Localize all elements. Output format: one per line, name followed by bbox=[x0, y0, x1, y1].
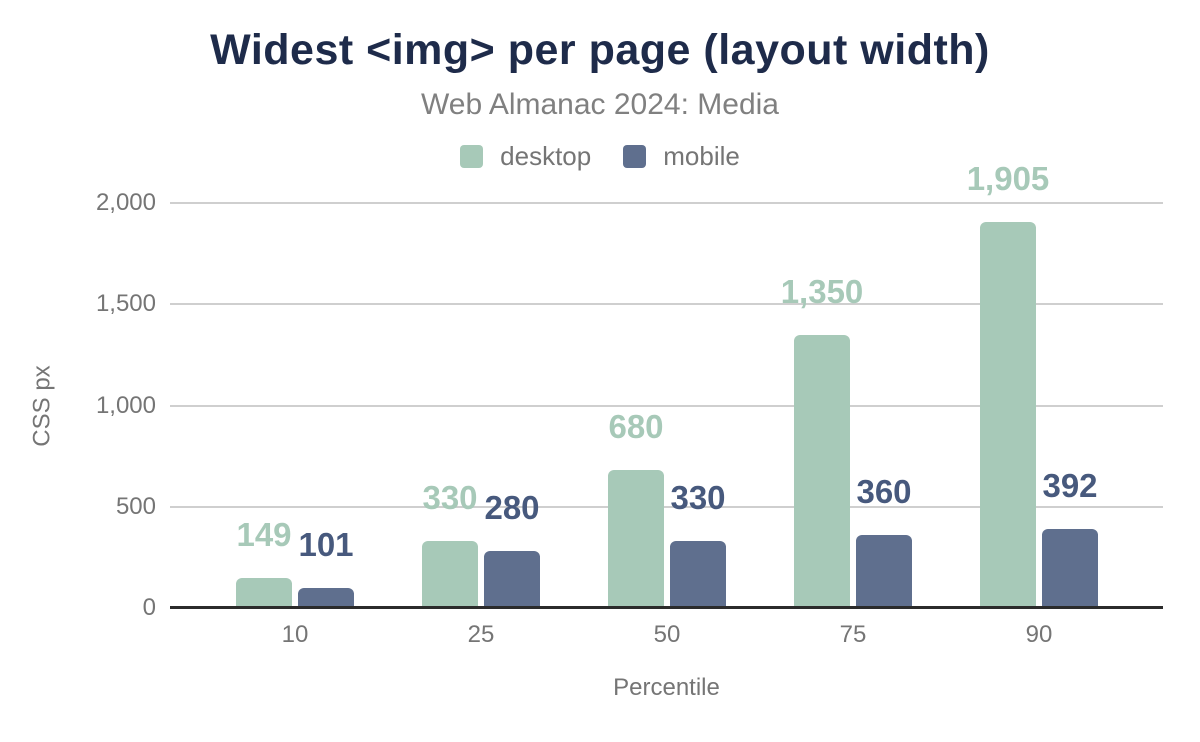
bar-desktop-p25 bbox=[422, 541, 478, 608]
y-tick-label-0: 0 bbox=[142, 594, 156, 621]
gridline-1500 bbox=[170, 303, 1163, 306]
legend-label-mobile: mobile bbox=[663, 141, 740, 171]
x-tick-label-25: 25 bbox=[467, 621, 495, 648]
bar-desktop-p10 bbox=[236, 577, 292, 608]
x-tick-label-50: 50 bbox=[653, 621, 681, 648]
value-label-desktop-p90: 1,905 bbox=[966, 160, 1050, 198]
bar-mobile-p90 bbox=[1042, 528, 1098, 608]
legend-swatch-mobile bbox=[623, 145, 647, 168]
y-tick-label-2000: 2,000 bbox=[95, 189, 156, 216]
value-label-desktop-p25: 330 bbox=[422, 479, 478, 517]
gridline-1000 bbox=[170, 404, 1163, 407]
bar-desktop-p75 bbox=[794, 334, 850, 608]
legend-swatch-desktop bbox=[460, 145, 484, 168]
gridline-500 bbox=[170, 505, 1163, 508]
y-tick-label-1000: 1,000 bbox=[95, 391, 156, 419]
plot-area: 0 500 1,000 1,500 2,000 149 101 10 330 280 25 680 33… bbox=[96, 160, 1163, 648]
legend: desktop mobile bbox=[0, 141, 1200, 172]
bar-mobile-p10 bbox=[298, 587, 354, 608]
x-axis-line bbox=[170, 606, 1163, 609]
chart-title: Widest <img> per page (layout width) bbox=[210, 26, 990, 74]
value-label-mobile-p10: 101 bbox=[298, 525, 354, 563]
x-axis-title: Percentile bbox=[613, 674, 720, 701]
x-tick-label-90: 90 bbox=[1025, 621, 1053, 648]
value-label-mobile-p50: 330 bbox=[670, 479, 726, 517]
value-label-desktop-p10: 149 bbox=[236, 515, 292, 553]
legend-label-desktop: desktop bbox=[500, 141, 592, 171]
bar-desktop-p90 bbox=[980, 222, 1036, 608]
x-tick-label-75: 75 bbox=[839, 621, 867, 648]
y-tick-label-500: 500 bbox=[115, 492, 156, 520]
bar-mobile-p75 bbox=[856, 535, 912, 608]
legend-item-mobile: mobile bbox=[623, 141, 740, 172]
value-label-mobile-p75: 360 bbox=[856, 473, 912, 511]
value-label-desktop-p50: 680 bbox=[608, 408, 664, 446]
bar-mobile-p50 bbox=[670, 541, 726, 608]
gridline-2000 bbox=[170, 202, 1163, 204]
legend-item-desktop: desktop bbox=[460, 141, 591, 172]
y-tick-label-1500: 1,500 bbox=[95, 290, 156, 318]
bar-desktop-p50 bbox=[608, 470, 664, 608]
x-tick-label-10: 10 bbox=[281, 621, 309, 648]
value-label-mobile-p25: 280 bbox=[484, 489, 540, 527]
chart-subtitle: Web Almanac 2024: Media bbox=[421, 88, 779, 121]
bar-mobile-p25 bbox=[484, 551, 540, 608]
value-label-desktop-p75: 1,350 bbox=[780, 272, 864, 310]
value-label-mobile-p90: 392 bbox=[1042, 466, 1098, 504]
